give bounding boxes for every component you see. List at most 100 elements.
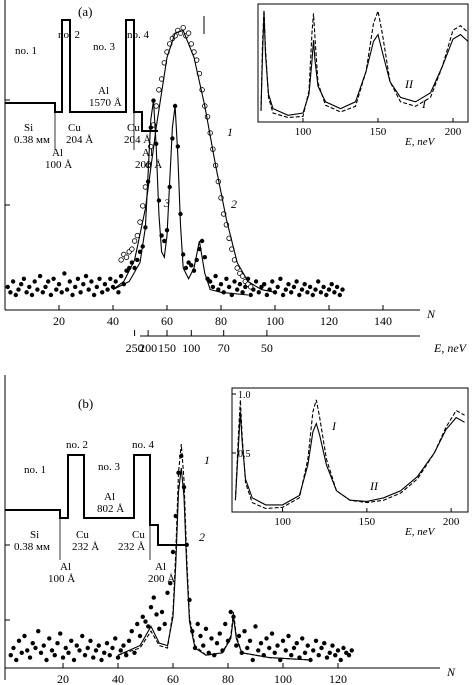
filled-data-point	[159, 609, 165, 615]
filled-data-point	[283, 648, 288, 653]
si-label: Si	[30, 529, 39, 541]
filled-data-point	[242, 629, 247, 634]
filled-data-point	[86, 287, 91, 292]
x-tick-label: 60	[167, 672, 179, 685]
open-data-point	[234, 265, 240, 271]
filled-data-point	[334, 284, 340, 290]
inset-b-curve-I-label: I	[331, 419, 337, 433]
e-tick-label: 50	[261, 341, 273, 355]
inset-a-x-label: E, neV	[404, 136, 436, 148]
al-mid-thickness: 802 Å	[97, 503, 124, 515]
filled-data-point	[8, 653, 13, 658]
filled-data-point	[77, 648, 82, 653]
filled-data-point	[54, 287, 59, 292]
filled-data-point	[280, 292, 286, 298]
filled-data-point	[27, 284, 32, 290]
filled-data-point	[67, 279, 73, 284]
inset-b-x-label: E, neV	[404, 526, 436, 538]
filled-data-point	[47, 636, 52, 641]
filled-data-point	[267, 645, 272, 651]
filled-data-point	[55, 641, 60, 646]
inset-b: 100 150 200 1.0 0.5 E, neV I II	[231, 387, 469, 538]
filled-data-point	[278, 276, 283, 281]
filled-data-point	[69, 638, 74, 643]
filled-data-point	[110, 284, 116, 290]
al1-label: Al	[60, 561, 71, 573]
filled-data-point	[59, 290, 64, 295]
inset-a-x-tick-label: 200	[445, 126, 462, 138]
filled-data-point	[321, 284, 326, 290]
filled-data-point	[82, 653, 88, 658]
filled-data-point	[129, 629, 134, 634]
filled-data-point	[305, 290, 310, 295]
filled-data-point	[247, 638, 253, 643]
filled-data-point	[116, 290, 121, 295]
filled-data-point	[89, 279, 94, 284]
filled-data-point	[107, 653, 112, 658]
filled-data-point	[259, 284, 264, 290]
filled-data-point	[217, 631, 222, 636]
filled-data-point	[56, 282, 62, 287]
filled-data-point	[27, 655, 33, 660]
filled-data-point	[46, 279, 51, 284]
inset-a-frame	[257, 3, 469, 123]
filled-data-point	[324, 655, 330, 660]
inset-b-y-tick-label: 0.5	[238, 449, 251, 460]
structure-diagram-b: no. 1 no. 2 no. 3 no. 4 Si 0.38 мм Al 10…	[5, 439, 185, 585]
filled-data-point	[104, 641, 110, 646]
filled-data-point	[280, 638, 286, 643]
open-data-point	[137, 219, 143, 225]
filled-data-point	[115, 655, 121, 660]
filled-data-point	[311, 648, 316, 653]
filled-data-point	[58, 631, 63, 636]
al2-thickness: 200 Å	[135, 159, 162, 171]
filled-data-point	[154, 612, 159, 617]
e-tick-label: 70	[218, 341, 230, 355]
filled-data-point	[25, 648, 30, 653]
filled-data-point	[324, 292, 329, 298]
filled-data-point	[32, 279, 37, 284]
filled-data-point	[234, 643, 239, 648]
filled-data-point	[85, 645, 90, 651]
filled-data-point	[135, 257, 140, 263]
filled-data-point	[91, 292, 97, 298]
layer-label: no. 4	[127, 29, 150, 41]
filled-data-point	[251, 287, 256, 292]
filled-data-point	[148, 605, 154, 610]
x-tick-label: 40	[112, 672, 124, 685]
al-mid-label: Al	[98, 85, 109, 97]
filled-data-point	[327, 650, 332, 655]
filled-data-point	[118, 273, 124, 279]
filled-data-point	[88, 638, 93, 643]
layer-label: no. 2	[66, 439, 88, 451]
filled-data-point	[13, 292, 18, 298]
x-tick-label: 100	[266, 314, 284, 328]
cu2-thickness: 204 Å	[124, 134, 151, 146]
filled-data-point	[143, 619, 148, 624]
inset-a-curve-I	[260, 12, 469, 116]
filled-data-point	[132, 650, 137, 655]
al1-label: Al	[52, 147, 63, 159]
filled-data-point	[38, 650, 44, 655]
filled-data-point	[262, 282, 267, 287]
filled-data-point	[338, 657, 343, 663]
filled-data-point	[100, 290, 105, 295]
x-tick-label: 80	[222, 672, 234, 685]
filled-data-point	[5, 284, 10, 290]
filled-data-point	[235, 287, 240, 292]
panel-b-curve-2-label: 2	[199, 530, 205, 544]
filled-data-point	[113, 279, 118, 284]
x-tick-label: 20	[57, 672, 69, 685]
filled-data-point	[291, 284, 297, 290]
open-data-point	[156, 87, 162, 93]
filled-data-point	[278, 657, 283, 663]
x-tick-label: 100	[274, 672, 292, 685]
filled-data-point	[51, 276, 56, 281]
filled-data-point	[294, 641, 299, 646]
filled-data-point	[224, 276, 229, 281]
filled-data-point	[299, 287, 305, 292]
cu2-label: Cu	[127, 122, 140, 134]
filled-data-point	[146, 624, 151, 629]
si-label: Si	[24, 122, 33, 134]
